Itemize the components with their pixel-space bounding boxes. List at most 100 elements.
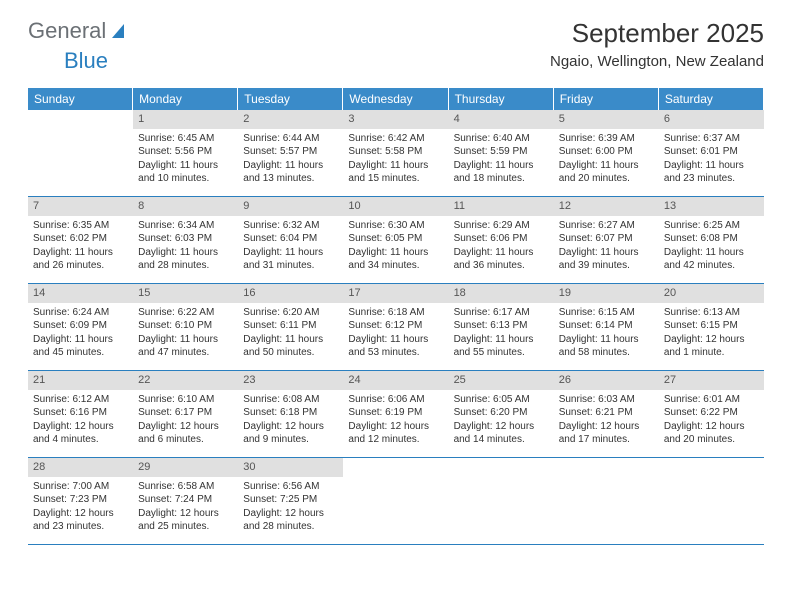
sunrise-text: Sunrise: 6:01 AM [664, 393, 759, 407]
calendar-cell: 2Sunrise: 6:44 AMSunset: 5:57 PMDaylight… [238, 110, 343, 196]
calendar-cell: . [554, 458, 659, 544]
brand-part1: General [28, 18, 106, 44]
day-number: 14 [28, 284, 133, 303]
day-number: 27 [659, 371, 764, 390]
sunset-text: Sunset: 6:16 PM [33, 406, 128, 420]
day-number: 23 [238, 371, 343, 390]
daylight-text: Daylight: 12 hours and 25 minutes. [138, 507, 233, 534]
sunrise-text: Sunrise: 6:17 AM [454, 306, 549, 320]
sunrise-text: Sunrise: 7:00 AM [33, 480, 128, 494]
calendar-cell: . [659, 458, 764, 544]
daylight-text: Daylight: 11 hours and 18 minutes. [454, 159, 549, 186]
day-number: 3 [343, 110, 448, 129]
sunrise-text: Sunrise: 6:27 AM [559, 219, 654, 233]
day-number: 28 [28, 458, 133, 477]
daylight-text: Daylight: 11 hours and 13 minutes. [243, 159, 338, 186]
day-number: 11 [449, 197, 554, 216]
daylight-text: Daylight: 11 hours and 36 minutes. [454, 246, 549, 273]
calendar-cell: 25Sunrise: 6:05 AMSunset: 6:20 PMDayligh… [449, 371, 554, 457]
calendar-cell: . [28, 110, 133, 196]
daylight-text: Daylight: 12 hours and 17 minutes. [559, 420, 654, 447]
daylight-text: Daylight: 11 hours and 55 minutes. [454, 333, 549, 360]
daylight-text: Daylight: 11 hours and 28 minutes. [138, 246, 233, 273]
daylight-text: Daylight: 11 hours and 10 minutes. [138, 159, 233, 186]
daylight-text: Daylight: 11 hours and 26 minutes. [33, 246, 128, 273]
daylight-text: Daylight: 12 hours and 9 minutes. [243, 420, 338, 447]
calendar-cell: 10Sunrise: 6:30 AMSunset: 6:05 PMDayligh… [343, 197, 448, 283]
daylight-text: Daylight: 12 hours and 1 minute. [664, 333, 759, 360]
sunrise-text: Sunrise: 6:13 AM [664, 306, 759, 320]
sunrise-text: Sunrise: 6:25 AM [664, 219, 759, 233]
day-number: 22 [133, 371, 238, 390]
sunrise-text: Sunrise: 6:06 AM [348, 393, 443, 407]
sunset-text: Sunset: 5:59 PM [454, 145, 549, 159]
calendar-cell: 22Sunrise: 6:10 AMSunset: 6:17 PMDayligh… [133, 371, 238, 457]
sunset-text: Sunset: 5:58 PM [348, 145, 443, 159]
daylight-text: Daylight: 11 hours and 45 minutes. [33, 333, 128, 360]
calendar-cell: 17Sunrise: 6:18 AMSunset: 6:12 PMDayligh… [343, 284, 448, 370]
calendar-cell: 9Sunrise: 6:32 AMSunset: 6:04 PMDaylight… [238, 197, 343, 283]
sunset-text: Sunset: 6:08 PM [664, 232, 759, 246]
calendar-cell: 30Sunrise: 6:56 AMSunset: 7:25 PMDayligh… [238, 458, 343, 544]
day-number: 6 [659, 110, 764, 129]
daylight-text: Daylight: 12 hours and 4 minutes. [33, 420, 128, 447]
calendar-cell: 21Sunrise: 6:12 AMSunset: 6:16 PMDayligh… [28, 371, 133, 457]
day-number: 7 [28, 197, 133, 216]
calendar-cell: 11Sunrise: 6:29 AMSunset: 6:06 PMDayligh… [449, 197, 554, 283]
calendar-cell: 14Sunrise: 6:24 AMSunset: 6:09 PMDayligh… [28, 284, 133, 370]
calendar-cell: 4 Sunrise: 6:40 AMSunset: 5:59 PMDaylight… [449, 110, 554, 196]
sunset-text: Sunset: 6:19 PM [348, 406, 443, 420]
sunrise-text: Sunrise: 6:08 AM [243, 393, 338, 407]
sunrise-text: Sunrise: 6:24 AM [33, 306, 128, 320]
calendar-cell: 15Sunrise: 6:22 AMSunset: 6:10 PMDayligh… [133, 284, 238, 370]
sunset-text: Sunset: 7:25 PM [243, 493, 338, 507]
sunset-text: Sunset: 6:14 PM [559, 319, 654, 333]
calendar-cell: 7Sunrise: 6:35 AMSunset: 6:02 PMDaylight… [28, 197, 133, 283]
day-number: 25 [449, 371, 554, 390]
sunrise-text: Sunrise: 6:37 AM [664, 132, 759, 146]
day-number: 29 [133, 458, 238, 477]
calendar-cell: 27Sunrise: 6:01 AMSunset: 6:22 PMDayligh… [659, 371, 764, 457]
sunrise-text: Sunrise: 6:32 AM [243, 219, 338, 233]
calendar-cell: 19Sunrise: 6:15 AMSunset: 6:14 PMDayligh… [554, 284, 659, 370]
sunrise-text: Sunrise: 6:22 AM [138, 306, 233, 320]
daylight-text: Daylight: 11 hours and 15 minutes. [348, 159, 443, 186]
calendar-cell: 18Sunrise: 6:17 AMSunset: 6:13 PMDayligh… [449, 284, 554, 370]
dow-header: Tuesday [238, 88, 343, 110]
day-number: 10 [343, 197, 448, 216]
daylight-text: Daylight: 11 hours and 39 minutes. [559, 246, 654, 273]
calendar-cell: . [449, 458, 554, 544]
dow-header: Friday [554, 88, 659, 110]
sunrise-text: Sunrise: 6:12 AM [33, 393, 128, 407]
sunset-text: Sunset: 6:00 PM [559, 145, 654, 159]
sunrise-text: Sunrise: 6:56 AM [243, 480, 338, 494]
sunrise-text: Sunrise: 6:58 AM [138, 480, 233, 494]
daylight-text: Daylight: 11 hours and 23 minutes. [664, 159, 759, 186]
sunrise-text: Sunrise: 6:35 AM [33, 219, 128, 233]
sunset-text: Sunset: 6:12 PM [348, 319, 443, 333]
dow-header: Sunday [28, 88, 133, 110]
day-number: 12 [554, 197, 659, 216]
calendar-cell: 12Sunrise: 6:27 AMSunset: 6:07 PMDayligh… [554, 197, 659, 283]
sunrise-text: Sunrise: 6:42 AM [348, 132, 443, 146]
day-number: 4 [449, 110, 554, 129]
calendar-cell: 29Sunrise: 6:58 AMSunset: 7:24 PMDayligh… [133, 458, 238, 544]
calendar-cell: 8Sunrise: 6:34 AMSunset: 6:03 PMDaylight… [133, 197, 238, 283]
daylight-text: Daylight: 11 hours and 58 minutes. [559, 333, 654, 360]
sunset-text: Sunset: 7:23 PM [33, 493, 128, 507]
daylight-text: Daylight: 11 hours and 20 minutes. [559, 159, 654, 186]
sunrise-text: Sunrise: 6:40 AM [454, 132, 549, 146]
daylight-text: Daylight: 11 hours and 34 minutes. [348, 246, 443, 273]
sunset-text: Sunset: 6:20 PM [454, 406, 549, 420]
dow-header: Wednesday [343, 88, 448, 110]
day-number: 2 [238, 110, 343, 129]
sunrise-text: Sunrise: 6:45 AM [138, 132, 233, 146]
dow-header: Thursday [449, 88, 554, 110]
sunrise-text: Sunrise: 6:05 AM [454, 393, 549, 407]
calendar-cell: 26Sunrise: 6:03 AMSunset: 6:21 PMDayligh… [554, 371, 659, 457]
day-number: 16 [238, 284, 343, 303]
day-number: 8 [133, 197, 238, 216]
day-number: 24 [343, 371, 448, 390]
sunrise-text: Sunrise: 6:10 AM [138, 393, 233, 407]
calendar-cell: 5Sunrise: 6:39 AMSunset: 6:00 PMDaylight… [554, 110, 659, 196]
